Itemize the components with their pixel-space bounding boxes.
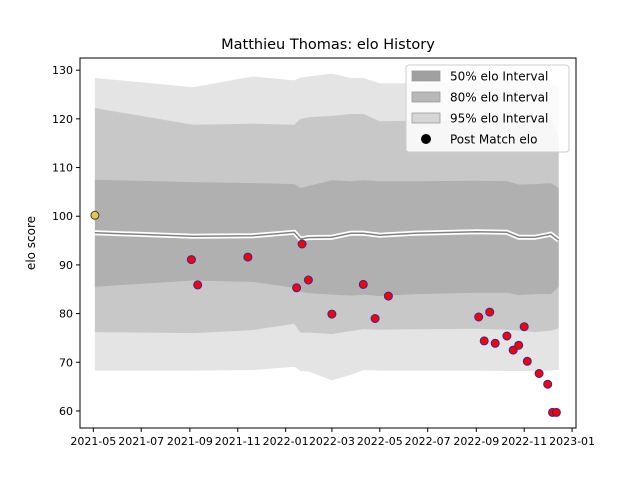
- post-match-elo-point: [327, 309, 337, 319]
- legend-swatch-band80: [411, 91, 441, 103]
- post-match-elo-point: [543, 379, 553, 389]
- y-tick-label: 120: [52, 113, 73, 126]
- y-tick-label: 90: [59, 259, 73, 272]
- post-match-elo-point: [243, 252, 253, 262]
- post-match-elo-point: [485, 307, 495, 317]
- post-match-elo-point: [303, 275, 313, 285]
- post-match-elo-point: [551, 407, 561, 417]
- x-tick-label: 2021-05: [70, 435, 116, 448]
- post-match-elo-point: [474, 312, 484, 322]
- post-match-elo-point: [297, 239, 307, 249]
- x-tick-label: 2022-11: [501, 435, 547, 448]
- legend-label: Post Match elo: [450, 133, 537, 147]
- x-tick-label: 2022-07: [405, 435, 451, 448]
- legend-label: 50% elo Interval: [450, 70, 548, 84]
- post-match-elo-point: [519, 322, 529, 332]
- legend-box: [405, 64, 570, 153]
- legend-swatch-band50: [411, 70, 441, 82]
- legend-swatch-band95: [411, 112, 441, 124]
- y-axis-label: elo score: [24, 216, 38, 270]
- y-tick-label: 100: [52, 210, 73, 223]
- x-tick-label: 2022-05: [357, 435, 403, 448]
- y-tick-label: 70: [59, 356, 73, 369]
- post-match-elo-point: [514, 340, 524, 350]
- post-match-elo-point: [508, 345, 518, 355]
- y-tick-label: 80: [59, 308, 73, 321]
- chart-title: Matthieu Thomas: elo History: [221, 37, 435, 53]
- y-tick-label: 110: [52, 162, 73, 175]
- post-match-elo-point: [186, 255, 196, 265]
- plot-frame: [79, 57, 577, 429]
- post-match-elo-point: [522, 356, 532, 366]
- x-tick-label: 2021-11: [215, 435, 261, 448]
- post-match-elo-point: [502, 331, 512, 341]
- initial-elo-point: [90, 210, 100, 220]
- x-tick-label: 2023-01: [549, 435, 595, 448]
- x-tick-label: 2021-09: [167, 435, 213, 448]
- legend-label: 95% elo Interval: [450, 112, 548, 126]
- x-tick-label: 2022-09: [453, 435, 499, 448]
- post-match-elo-point: [370, 314, 380, 323]
- x-tick-label: 2022-03: [309, 435, 355, 448]
- y-tick-label: 130: [52, 64, 73, 77]
- post-match-elo-point: [479, 336, 489, 346]
- post-match-elo-point: [534, 369, 544, 378]
- post-match-elo-point: [383, 291, 393, 301]
- x-tick-label: 2021-07: [118, 435, 164, 448]
- y-tick-label: 60: [59, 405, 73, 418]
- post-match-elo-point: [292, 283, 302, 293]
- legend-label: 80% elo Interval: [450, 91, 548, 105]
- post-match-elo-point: [490, 338, 500, 348]
- legend-marker-icon: [421, 134, 431, 144]
- post-match-elo-point: [193, 280, 203, 290]
- post-match-elo-point: [358, 279, 368, 289]
- mean-line: [94, 231, 560, 241]
- x-tick-label: 2022-01: [263, 435, 309, 448]
